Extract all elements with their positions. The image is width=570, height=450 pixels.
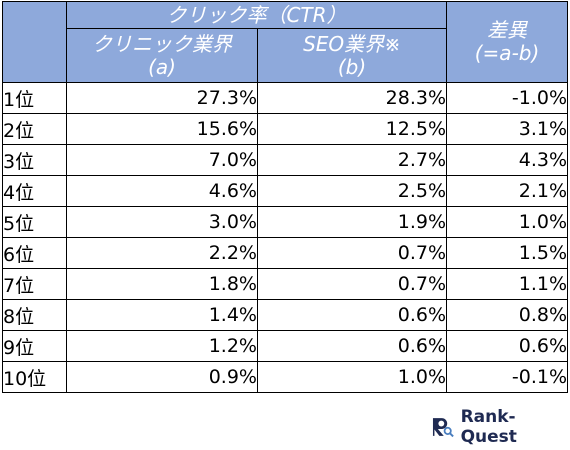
rank-cell: 7位 [2,268,67,300]
clinic-ctr-cell: 3.0% [66,206,258,238]
header-row-top: クリック率（CTR） 差異 (=a-b) [2,1,569,83]
rank-cell: 1位 [2,82,67,114]
diff-cell: 2.1% [446,175,569,207]
table-row: 2位 15.6% 12.5% 3.1% [2,113,569,145]
rank-cell: 8位 [2,299,67,331]
seo-header-line1: SEO業界※ [303,31,401,56]
seo-ctr-cell: 2.5% [256,175,448,207]
seo-header: SEO業界※ (b) [256,28,448,83]
table-row: 5位 3.0% 1.9% 1.0% [2,206,569,238]
table-row: 6位 2.2% 0.7% 1.5% [2,237,569,269]
table-row: 1位 27.3% 28.3% -1.0% [2,82,569,114]
clinic-ctr-cell: 4.6% [66,175,258,207]
rank-cell: 4位 [2,175,67,207]
table-row: 4位 4.6% 2.5% 2.1% [2,175,569,207]
r-magnifier-logo-icon [432,418,454,438]
diff-cell: 3.1% [446,113,569,145]
diff-cell: 0.6% [446,330,569,362]
table-row: 9位 1.2% 0.6% 0.6% [2,330,569,362]
clinic-ctr-cell: 1.2% [66,330,258,362]
clinic-header-line2: (a) [148,54,176,79]
clinic-ctr-cell: 1.4% [66,299,258,331]
diff-header-line1: 差異 [487,18,528,42]
rank-cell: 2位 [2,113,67,145]
seo-ctr-cell: 0.7% [256,268,448,300]
rank-cell: 5位 [2,206,67,238]
diff-cell: 1.0% [446,206,569,238]
clinic-header: クリニック業界 (a) [66,28,258,83]
clinic-header-line1: クリニック業界 [92,31,232,56]
header-row-sub: クリニック業界 (a) SEO業界※ (b) [3,28,568,83]
seo-ctr-cell: 2.7% [256,144,448,176]
diff-cell: -0.1% [446,361,569,393]
clinic-ctr-cell: 2.2% [66,237,258,269]
seo-ctr-cell: 1.0% [256,361,448,393]
diff-header: 差異 (=a-b) [446,1,569,83]
seo-ctr-cell: 0.6% [256,299,448,331]
diff-cell: 0.8% [446,299,569,331]
rank-header-cell [2,1,67,83]
seo-ctr-cell: 28.3% [256,82,448,114]
clinic-ctr-cell: 15.6% [66,113,258,145]
logo-text: Rank-Quest [460,407,517,447]
diff-cell: 1.5% [446,237,569,269]
seo-ctr-cell: 0.6% [256,330,448,362]
rank-cell: 3位 [2,144,67,176]
seo-ctr-cell: 0.7% [256,237,448,269]
seo-header-line2: (b) [337,54,367,79]
rank-cell: 10位 [2,361,67,393]
clinic-ctr-cell: 1.8% [66,268,258,300]
table-row: 10位 0.9% 1.0% -0.1% [2,361,569,393]
clinic-ctr-cell: 7.0% [66,144,258,176]
clinic-ctr-cell: 0.9% [66,361,258,393]
ctr-table: クリック率（CTR） 差異 (=a-b) クリニック業界 (a) SEO業界※ … [2,1,569,393]
clinic-ctr-cell: 27.3% [66,82,258,114]
diff-cell: 1.1% [446,268,569,300]
diff-cell: -1.0% [446,82,569,114]
rank-quest-logo: Rank-Quest [431,407,570,447]
diff-cell: 4.3% [446,144,569,176]
diff-header-line2: (=a-b) [474,41,540,65]
table-row: 8位 1.4% 0.6% 0.8% [2,299,569,331]
table-row: 3位 7.0% 2.7% 4.3% [2,144,569,176]
seo-ctr-cell: 1.9% [256,206,448,238]
rank-cell: 9位 [2,330,67,362]
seo-ctr-cell: 12.5% [256,113,448,145]
ctr-group-header: クリック率（CTR） [65,1,448,29]
table-row: 7位 1.8% 0.7% 1.1% [2,268,569,300]
rank-cell: 6位 [2,237,67,269]
